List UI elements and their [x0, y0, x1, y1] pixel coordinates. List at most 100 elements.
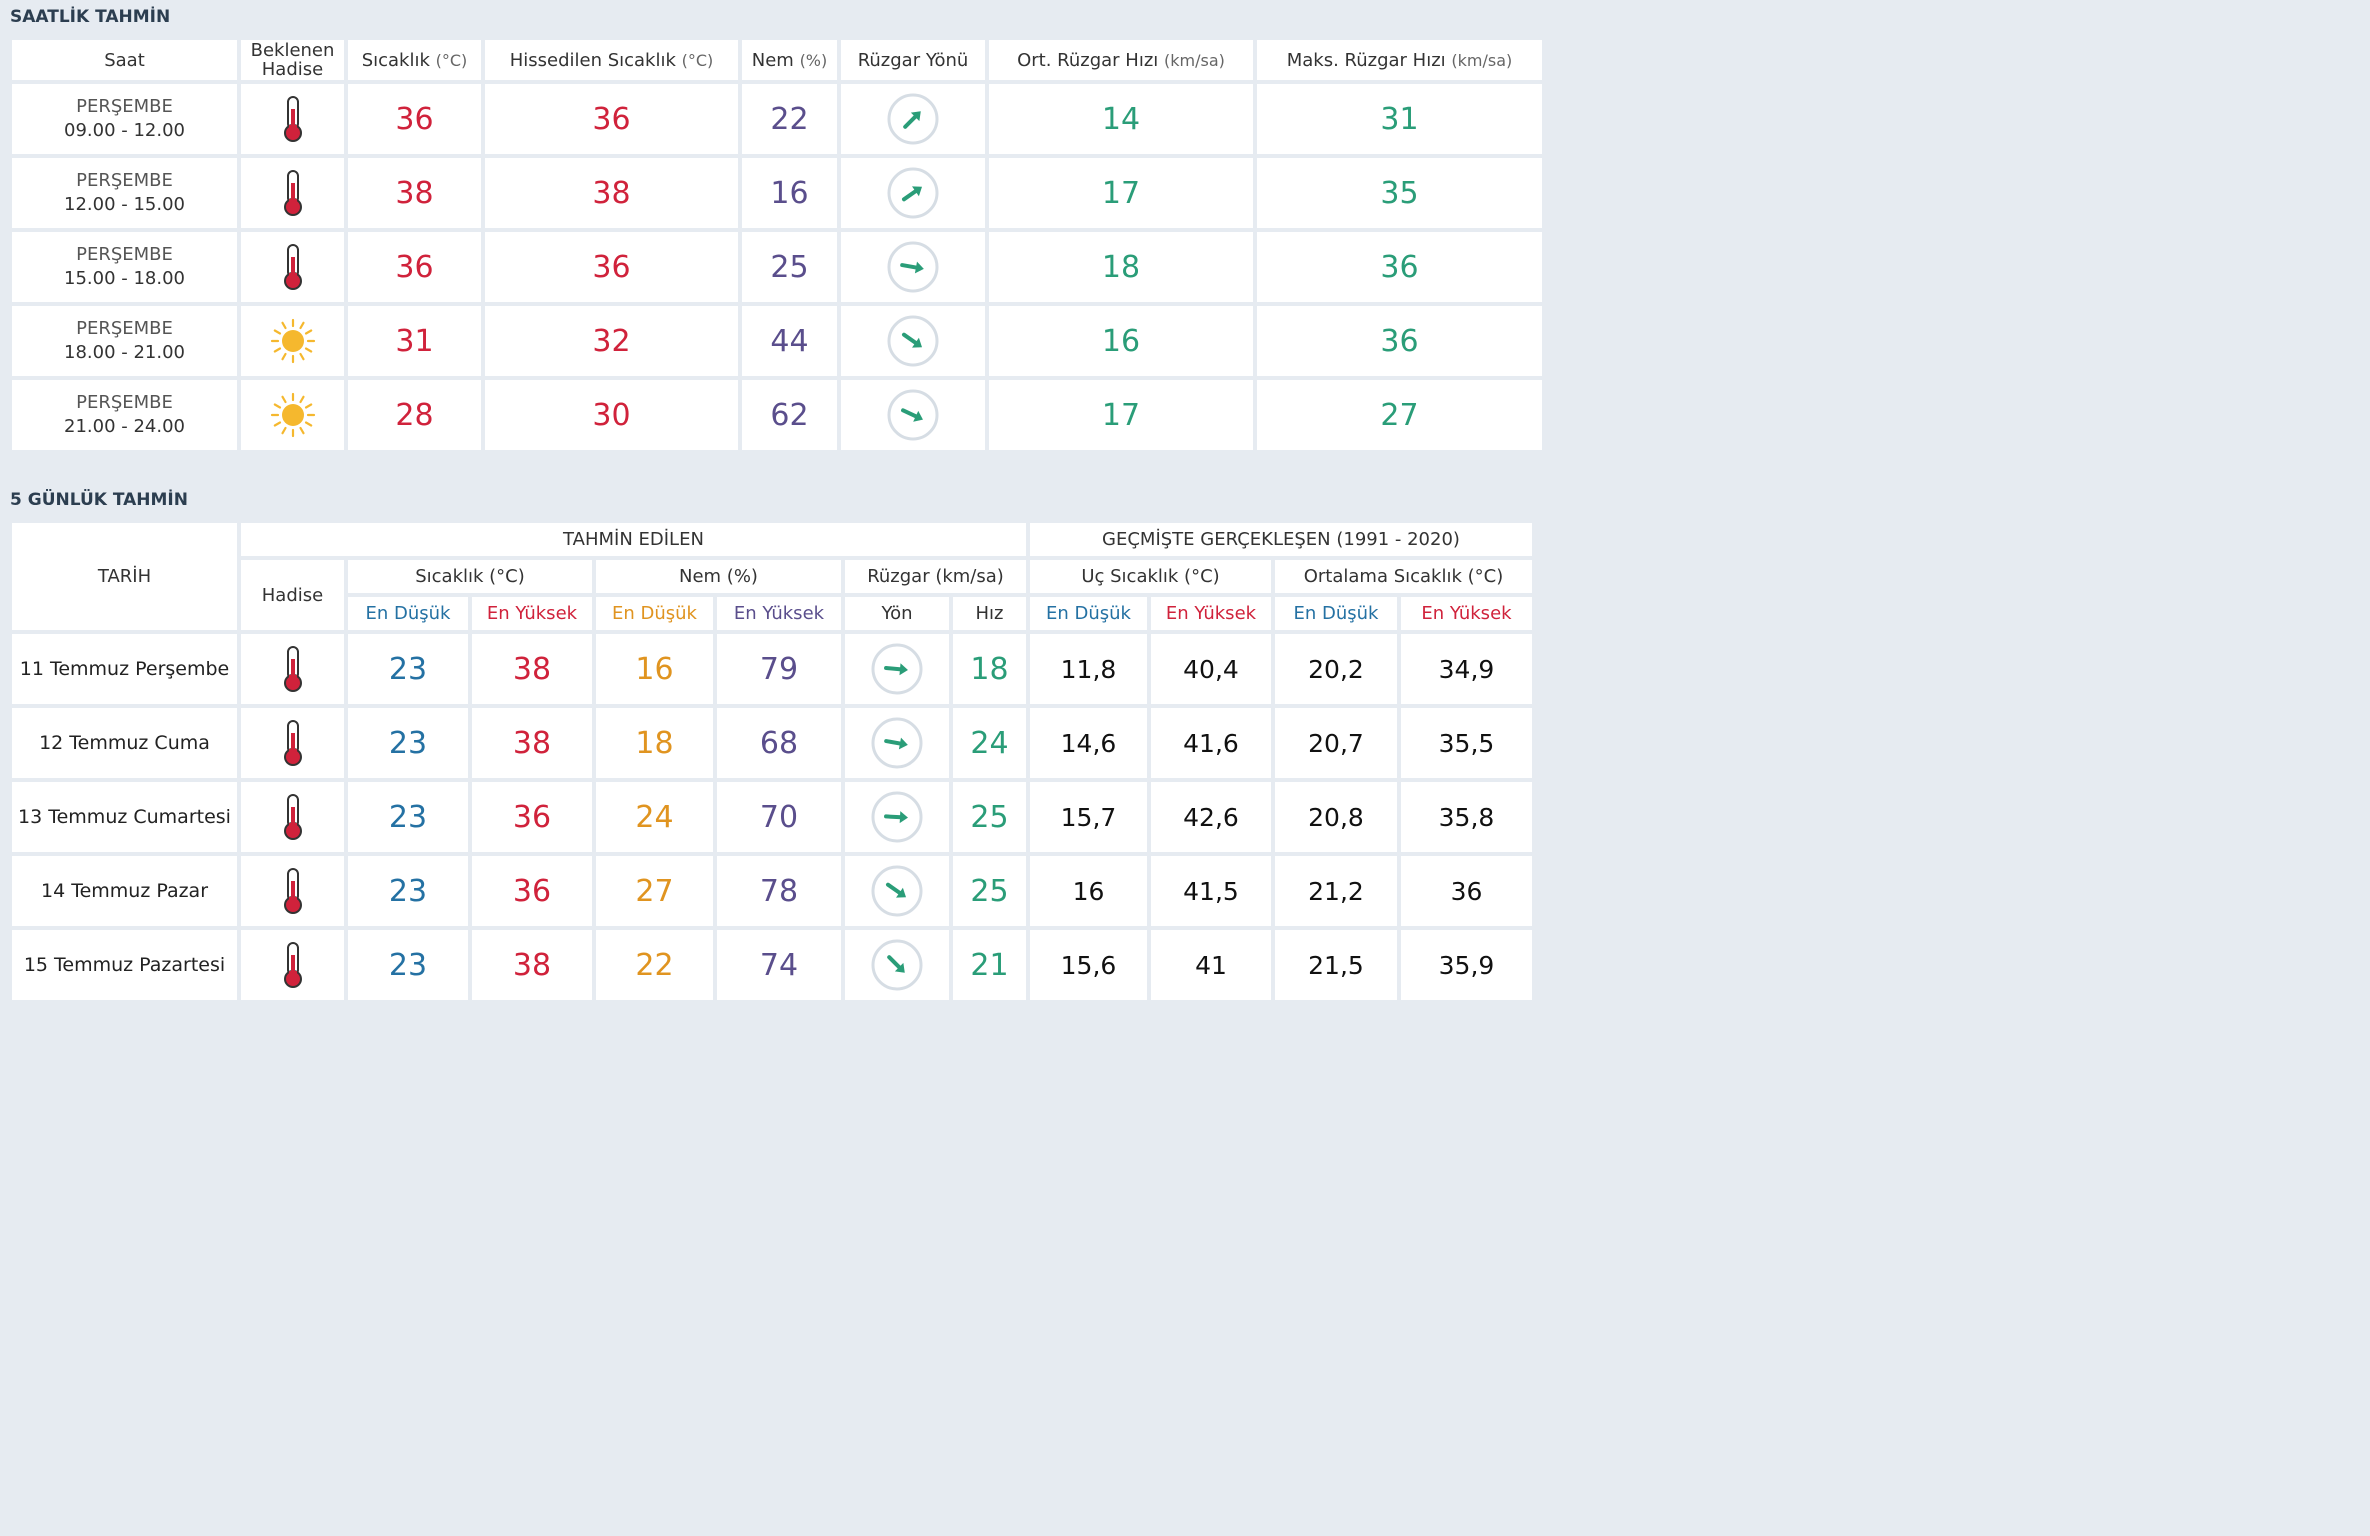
day-label: PERŞEMBE [76, 392, 173, 413]
daily-row: 15 Temmuz Pazartesi 23 38 22 74 21 15,6 41 21,5 3… [12, 930, 1532, 1000]
header-gecmiste-gerceklesen: GEÇMİŞTE GERÇEKLEŞEN (1991 - 2020) [1030, 523, 1532, 556]
wind-direction-arrow-icon [841, 314, 985, 368]
humidity: 22 [742, 84, 837, 154]
thermometer-icon [241, 867, 344, 915]
wind-direction-cell [845, 930, 949, 1000]
humidity: 44 [742, 306, 837, 376]
temp-min: 23 [348, 930, 468, 1000]
temp-min: 23 [348, 634, 468, 704]
temp-min: 23 [348, 856, 468, 926]
weather-icon-cell [241, 856, 344, 926]
header-ortalama-en-yuksek: En Yüksek [1401, 597, 1532, 630]
daily-row: 14 Temmuz Pazar 23 36 27 78 25 16 41,5 21,2 36 [12, 856, 1532, 926]
thermometer-icon [241, 941, 344, 989]
avg-wind-speed: 17 [989, 380, 1253, 450]
wind-direction-arrow-icon [841, 240, 985, 294]
daily-row: 11 Temmuz Perşembe 23 38 16 79 18 11,8 40,4 20,2… [12, 634, 1532, 704]
header-hadise: Hadise [241, 560, 344, 630]
extreme-temp-max: 40,4 [1151, 634, 1271, 704]
header-uc-en-dusuk: En Düşük [1030, 597, 1147, 630]
hourly-row: PERŞEMBE 12.00 - 15.00 38 38 16 17 35 [12, 158, 1542, 228]
header-sicaklik: Sıcaklık (°C) [348, 560, 592, 593]
hourly-section-title: SAATLİK TAHMİN [10, 7, 171, 27]
average-temp-max: 34,9 [1401, 634, 1532, 704]
header-ruzgar-yonu: Rüzgar Yönü [841, 40, 985, 80]
extreme-temp-max: 41,6 [1151, 708, 1271, 778]
header-nem-en-dusuk: En Düşük [596, 597, 713, 630]
extreme-temp-min: 14,6 [1030, 708, 1147, 778]
temperature: 36 [348, 84, 481, 154]
temperature: 28 [348, 380, 481, 450]
date: 12 Temmuz Cuma [12, 708, 237, 778]
temp-max: 38 [472, 634, 592, 704]
wind-direction-arrow-icon [841, 166, 985, 220]
temp-max: 38 [472, 930, 592, 1000]
temp-min: 23 [348, 782, 468, 852]
humidity: 25 [742, 232, 837, 302]
daily-row: 13 Temmuz Cumartesi 23 36 24 70 25 15,7 42,6 20,… [12, 782, 1532, 852]
day-label: PERŞEMBE [76, 318, 173, 339]
date: 13 Temmuz Cumartesi [12, 782, 237, 852]
extreme-temp-max: 42,6 [1151, 782, 1271, 852]
header-uc-en-yuksek: En Yüksek [1151, 597, 1271, 630]
max-wind-speed: 36 [1257, 232, 1542, 302]
feels-like-temperature: 38 [485, 158, 738, 228]
time-slot: PERŞEMBE 21.00 - 24.00 [12, 380, 237, 450]
average-temp-min: 21,5 [1275, 930, 1397, 1000]
hourly-row: PERŞEMBE 18.00 - 21.00 31 32 44 16 36 [12, 306, 1542, 376]
average-temp-max: 35,8 [1401, 782, 1532, 852]
header-sicaklik: Sıcaklık (°C) [348, 40, 481, 80]
time-slot: PERŞEMBE 15.00 - 18.00 [12, 232, 237, 302]
extreme-temp-min: 16 [1030, 856, 1147, 926]
temp-max: 36 [472, 856, 592, 926]
date: 15 Temmuz Pazartesi [12, 930, 237, 1000]
header-nem: Nem (%) [596, 560, 841, 593]
thermometer-icon [241, 169, 344, 217]
wind-direction-cell [845, 782, 949, 852]
day-label: PERŞEMBE [76, 170, 173, 191]
time-slot: PERŞEMBE 12.00 - 15.00 [12, 158, 237, 228]
header-tahmin-edilen: TAHMİN EDİLEN [241, 523, 1026, 556]
weather-icon-cell [241, 708, 344, 778]
wind-speed: 18 [953, 634, 1026, 704]
time-slot: PERŞEMBE 09.00 - 12.00 [12, 84, 237, 154]
time-range: 18.00 - 21.00 [64, 342, 185, 363]
wind-speed: 25 [953, 856, 1026, 926]
weather-icon-cell [241, 782, 344, 852]
wind-speed: 25 [953, 782, 1026, 852]
humidity: 62 [742, 380, 837, 450]
avg-wind-speed: 16 [989, 306, 1253, 376]
feels-like-temperature: 36 [485, 232, 738, 302]
header-saat: Saat [12, 40, 237, 80]
humidity-max: 78 [717, 856, 841, 926]
header-sicaklik-en-dusuk: En Düşük [348, 597, 468, 630]
daily-section-title: 5 GÜNLÜK TAHMİN [10, 490, 188, 510]
temp-max: 36 [472, 782, 592, 852]
header-tarih: TARİH [12, 523, 237, 630]
header-nem-en-yuksek: En Yüksek [717, 597, 841, 630]
time-range: 21.00 - 24.00 [64, 416, 185, 437]
humidity: 16 [742, 158, 837, 228]
sun-icon [241, 317, 344, 365]
header-maks-ruzgar-hizi: Maks. Rüzgar Hızı (km/sa) [1257, 40, 1542, 80]
average-temp-min: 20,7 [1275, 708, 1397, 778]
extreme-temp-min: 11,8 [1030, 634, 1147, 704]
date: 14 Temmuz Pazar [12, 856, 237, 926]
avg-wind-speed: 17 [989, 158, 1253, 228]
header-ortalama-sicaklik: Ortalama Sıcaklık (°C) [1275, 560, 1532, 593]
temperature: 31 [348, 306, 481, 376]
humidity-max: 74 [717, 930, 841, 1000]
humidity-min: 24 [596, 782, 713, 852]
daily-row: 12 Temmuz Cuma 23 38 18 68 24 14,6 41,6 20,7 35,5 [12, 708, 1532, 778]
extreme-temp-min: 15,6 [1030, 930, 1147, 1000]
average-temp-max: 36 [1401, 856, 1532, 926]
time-range: 12.00 - 15.00 [64, 194, 185, 215]
wind-direction-arrow-icon [845, 864, 949, 918]
header-ort-ruzgar-hizi: Ort. Rüzgar Hızı (km/sa) [989, 40, 1253, 80]
wind-direction-cell [845, 634, 949, 704]
time-range: 15.00 - 18.00 [64, 268, 185, 289]
header-uc-sicaklik: Uç Sıcaklık (°C) [1030, 560, 1271, 593]
time-slot: PERŞEMBE 18.00 - 21.00 [12, 306, 237, 376]
hourly-row: PERŞEMBE 15.00 - 18.00 36 36 25 18 36 [12, 232, 1542, 302]
header-ruzgar: Rüzgar (km/sa) [845, 560, 1026, 593]
